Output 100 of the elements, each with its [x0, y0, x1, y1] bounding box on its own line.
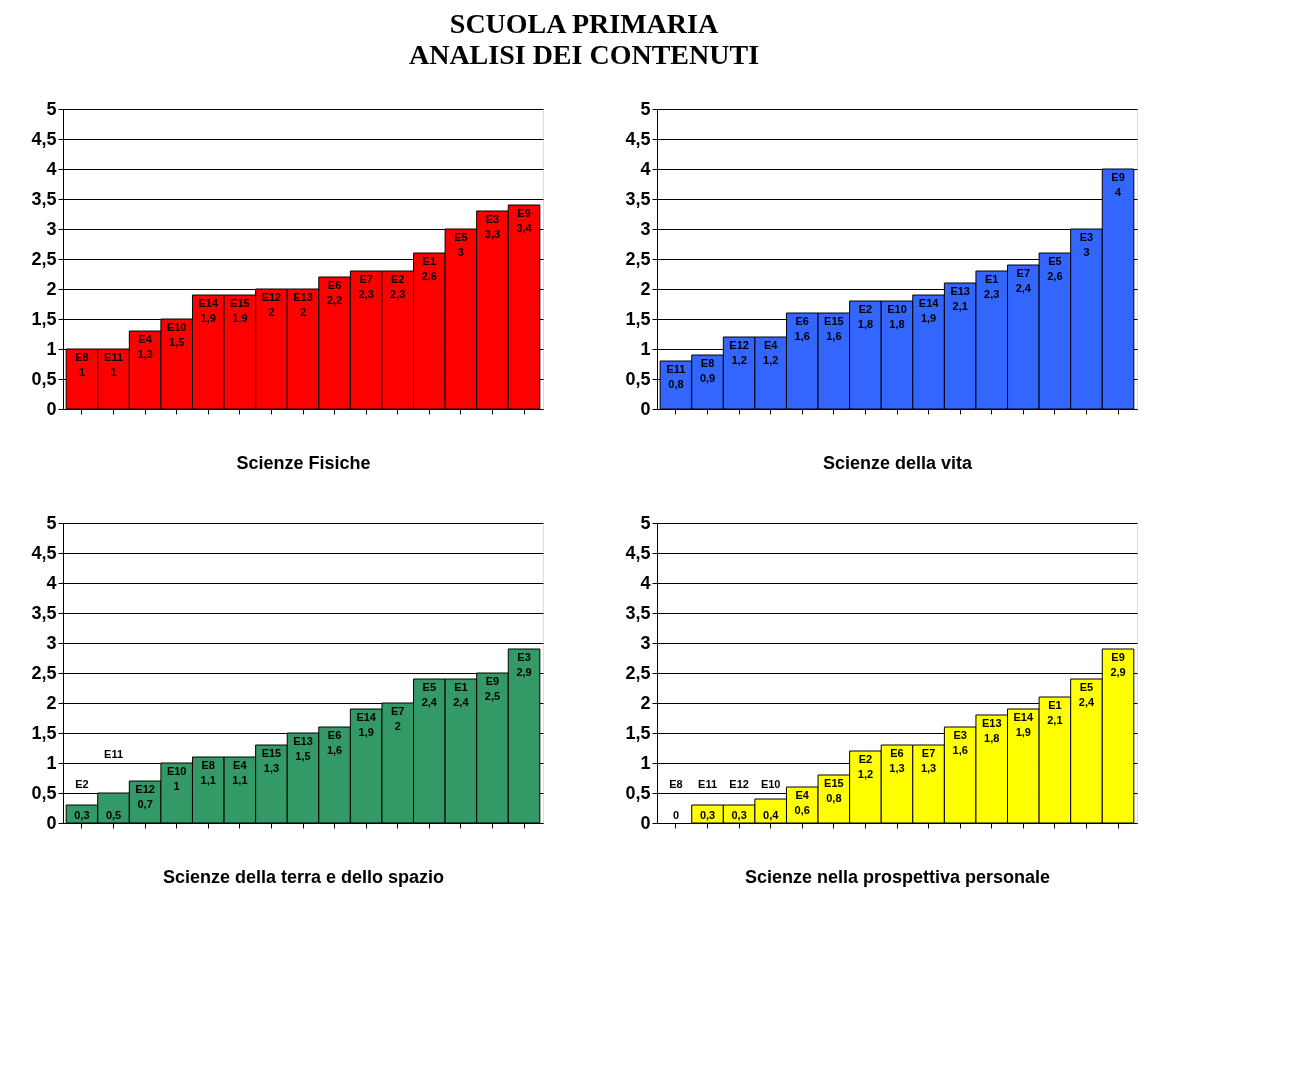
data-label: 1,9 [358, 726, 374, 738]
y-tick-label: 0 [46, 398, 57, 419]
y-tick-label: 1 [640, 338, 651, 359]
category-label: E3 [485, 213, 500, 225]
data-label: 1,9 [920, 312, 937, 324]
x-axis-title: Scienze nella prospettiva personale [744, 867, 1051, 887]
y-tick-label: 5 [46, 512, 57, 533]
category-label: E11 [104, 351, 124, 363]
y-tick-label: 2,5 [625, 248, 651, 269]
y-tick-label: 3,5 [625, 602, 651, 623]
category-label: E7 [1016, 267, 1031, 279]
y-tick-label: 1,5 [31, 308, 57, 329]
data-label: 1,6 [326, 744, 343, 756]
data-label: 1,8 [857, 318, 874, 330]
category-label: E7 [921, 747, 936, 759]
category-label: E11 [104, 748, 124, 760]
category-label: E12 [729, 778, 749, 790]
data-label: 1 [173, 780, 180, 792]
category-label: E2 [391, 273, 405, 285]
category-label: E2 [858, 753, 873, 765]
data-label: 0,7 [137, 798, 153, 810]
data-label: 3,4 [516, 222, 533, 234]
data-label: 2,9 [516, 666, 532, 678]
data-label: 1,6 [952, 744, 968, 756]
category-label: E11 [666, 363, 686, 375]
data-label: 1,2 [763, 354, 779, 366]
y-tick-label: 0,5 [31, 782, 57, 803]
data-label: 1,5 [295, 750, 311, 762]
category-label: E6 [890, 747, 904, 759]
data-label: 0 [672, 809, 680, 821]
data-label: 1,3 [263, 762, 280, 774]
data-label: 2 [299, 306, 307, 318]
data-label: 0,6 [794, 804, 810, 816]
category-label: E4 [763, 339, 778, 351]
y-tick-label: 4,5 [625, 128, 651, 149]
data-label: 1,2 [731, 354, 747, 366]
data-label: 1,3 [920, 762, 937, 774]
data-label: 0,4 [763, 809, 780, 821]
category-label: E1 [1048, 699, 1062, 711]
y-tick-label: 5 [46, 98, 57, 119]
category-label: E10 [166, 321, 187, 333]
y-tick-label: 1 [640, 752, 651, 773]
category-label: E8 [201, 759, 215, 771]
data-label: 0,9 [699, 372, 716, 384]
data-label: 1,8 [984, 732, 1000, 744]
data-label: 1,9 [1015, 726, 1031, 738]
y-tick-label: 2,5 [31, 248, 57, 269]
data-label: 2,4 [1015, 282, 1032, 294]
category-label: E9 [1111, 171, 1125, 183]
data-label: 2,6 [421, 270, 437, 282]
data-label: 0,3 [731, 809, 747, 821]
category-label: E5 [1048, 255, 1062, 267]
category-label: E4 [233, 759, 247, 771]
y-tick-label: 5 [640, 512, 651, 533]
category-label: E3 [953, 729, 967, 741]
y-tick-label: 4,5 [625, 542, 651, 563]
category-label: E12 [261, 291, 282, 303]
y-tick-label: 4 [46, 158, 57, 179]
y-tick-label: 0 [46, 812, 57, 833]
data-label: 1 [110, 366, 117, 378]
y-tick-label: 3,5 [31, 188, 57, 209]
y-tick-label: 1 [46, 338, 57, 359]
data-label: 1,1 [232, 774, 248, 786]
data-label: 2,4 [421, 696, 438, 708]
category-label: E8 [700, 357, 715, 369]
category-label: E11 [698, 778, 718, 790]
category-label: E10 [760, 778, 781, 790]
y-tick-label: 5 [640, 98, 651, 119]
category-label: E13 [981, 717, 1002, 729]
data-label: 1,2 [857, 768, 874, 780]
y-tick-label: 0,5 [625, 368, 651, 389]
data-label: 2,3 [358, 288, 374, 300]
y-tick-label: 0,5 [625, 782, 651, 803]
data-label: 0,5 [105, 809, 122, 821]
category-label: E8 [75, 351, 89, 363]
category-label: E5 [454, 231, 468, 243]
category-label: E6 [327, 279, 342, 291]
category-label: E14 [356, 711, 376, 723]
category-label: E7 [359, 273, 373, 285]
category-label: E9 [1111, 651, 1125, 663]
data-label: 2,2 [326, 294, 343, 306]
category-label: E12 [729, 339, 749, 351]
category-label: E14 [198, 297, 219, 309]
y-tick-label: 4,5 [31, 542, 57, 563]
y-tick-label: 1,5 [625, 308, 651, 329]
data-label: 3 [457, 246, 464, 258]
category-label: E6 [795, 315, 809, 327]
data-label: 2,5 [484, 690, 501, 702]
y-tick-label: 4 [46, 572, 57, 593]
x-axis-title: Scienze Fisiche [236, 453, 371, 473]
category-label: E15 [261, 747, 282, 759]
category-label: E2 [75, 778, 89, 790]
category-label: E13 [950, 285, 970, 297]
data-label: 0,8 [826, 792, 842, 804]
y-tick-label: 2 [640, 692, 651, 713]
y-tick-label: 2,5 [31, 662, 57, 683]
category-label: E14 [1013, 711, 1034, 723]
category-label: E4 [138, 333, 152, 345]
category-label: E6 [327, 729, 342, 741]
category-label: E1 [985, 273, 999, 285]
